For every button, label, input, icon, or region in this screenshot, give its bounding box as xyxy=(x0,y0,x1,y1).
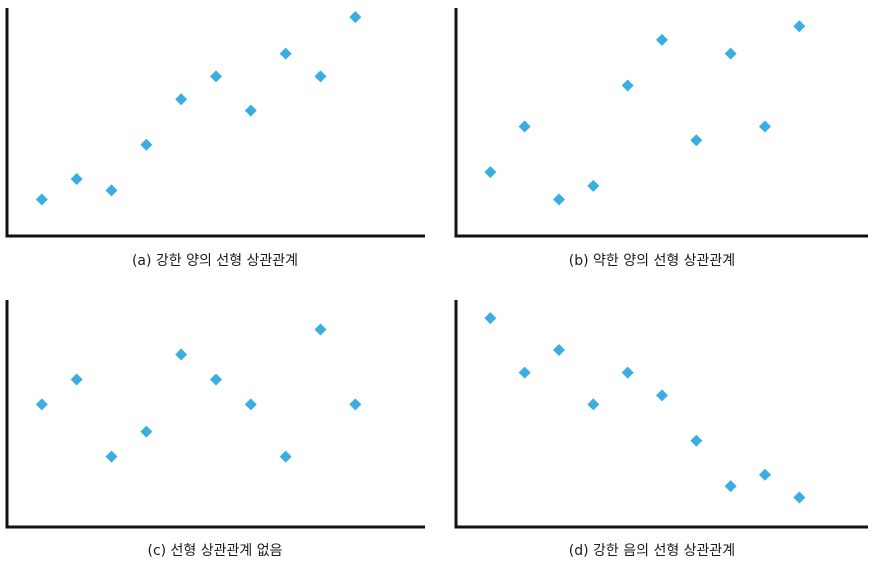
data-point-a-3 xyxy=(105,184,118,197)
data-point-b-9 xyxy=(759,120,771,133)
data-point-a-6 xyxy=(210,70,222,83)
data-point-a-2 xyxy=(70,173,83,185)
data-point-c-8 xyxy=(279,450,292,463)
data-point-c-1 xyxy=(35,398,48,411)
data-point-c-3 xyxy=(105,450,118,463)
scatter-plot-b xyxy=(454,8,868,238)
data-point-b-6 xyxy=(656,33,668,46)
data-point-c-10 xyxy=(349,398,362,411)
scatter-plot-a xyxy=(5,8,425,238)
data-point-d-9 xyxy=(759,468,771,481)
data-point-d-1 xyxy=(484,312,497,325)
data-point-d-5 xyxy=(621,366,634,379)
data-point-a-10 xyxy=(349,11,362,24)
data-point-a-1 xyxy=(35,193,48,206)
data-point-a-9 xyxy=(314,70,327,83)
data-point-d-3 xyxy=(553,343,565,356)
data-point-d-4 xyxy=(587,398,600,411)
data-point-b-8 xyxy=(724,47,737,60)
data-point-a-8 xyxy=(279,47,292,60)
data-point-c-5 xyxy=(175,348,188,361)
data-point-b-1 xyxy=(484,166,497,179)
data-point-c-6 xyxy=(210,373,222,386)
caption-b: (b) 약한 양의 선형 상관관계 xyxy=(568,253,736,269)
caption-d: (d) 강한 음의 선형 상관관계 xyxy=(568,543,736,559)
data-point-d-6 xyxy=(656,389,668,402)
data-point-a-4 xyxy=(140,138,153,151)
data-point-d-2 xyxy=(518,366,531,379)
chart-d: (d) 강한 음의 선형 상관관계 xyxy=(437,282,874,565)
data-point-b-5 xyxy=(621,79,634,92)
data-point-b-7 xyxy=(690,134,703,147)
scatter-plot-d xyxy=(454,300,868,529)
data-point-d-8 xyxy=(724,480,737,493)
data-point-c-4 xyxy=(140,425,153,438)
data-point-d-10 xyxy=(793,491,806,504)
data-point-b-3 xyxy=(553,193,565,206)
data-point-a-5 xyxy=(175,93,188,106)
data-point-c-2 xyxy=(70,373,83,386)
data-point-d-7 xyxy=(690,434,703,447)
data-point-a-7 xyxy=(244,104,257,117)
chart-c: (c) 선형 상관관계 없음 xyxy=(0,282,437,565)
caption-a: (a) 강한 양의 선형 상관관계 xyxy=(131,253,299,269)
chart-b: (b) 약한 양의 선형 상관관계 xyxy=(437,0,874,282)
chart-a: (a) 강한 양의 선형 상관관계 xyxy=(0,0,437,282)
data-point-c-7 xyxy=(244,398,257,411)
data-point-b-10 xyxy=(793,20,806,33)
data-point-b-4 xyxy=(587,179,600,192)
scatter-plot-c xyxy=(5,300,425,529)
data-point-c-9 xyxy=(314,323,327,336)
caption-c: (c) 선형 상관관계 없음 xyxy=(147,543,283,559)
data-point-b-2 xyxy=(518,120,531,133)
